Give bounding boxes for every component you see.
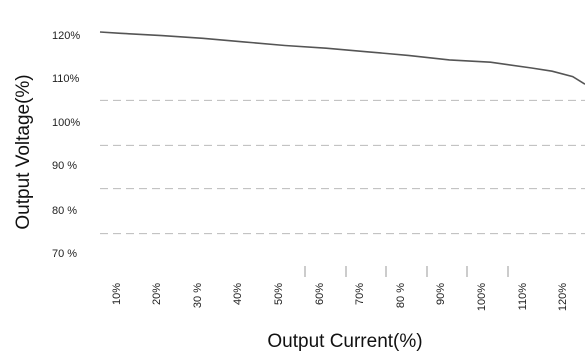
y-axis-title: Output Voltage(%)	[13, 74, 34, 229]
x-tick-label: 110%	[517, 283, 529, 311]
x-tick-label: 50%	[273, 283, 285, 305]
x-tick-label: 10%	[111, 283, 123, 305]
x-tick-label: 80 %	[395, 283, 407, 308]
x-axis-title: Output Current(%)	[267, 331, 422, 352]
y-tick-label: 80 %	[52, 205, 77, 217]
x-tick-marks	[304, 266, 509, 277]
y-tick-labels: 120% 110% 100% 90 % 80 % 70 %	[52, 30, 80, 260]
x-tick-label: 70%	[354, 283, 366, 305]
x-tick-label: 20%	[151, 283, 163, 305]
y-tick-label: 90 %	[52, 160, 77, 172]
series-line	[99, 31, 585, 85]
x-tick-labels: 10% 20% 30 % 40% 50% 60% 70% 80 % 90% 100% 110% 120…	[111, 283, 569, 311]
y-tick-label: 120%	[52, 30, 80, 42]
grid-lines	[100, 99, 585, 235]
x-tick-label: 40%	[232, 283, 244, 305]
x-tick-label: 100%	[476, 283, 488, 311]
x-tick-label: 120%	[557, 283, 569, 311]
x-tick-label: 60%	[314, 283, 326, 305]
y-tick-label: 100%	[52, 117, 80, 129]
y-tick-label: 70 %	[52, 248, 77, 260]
x-tick-label: 90%	[435, 283, 447, 305]
x-tick-label: 30 %	[192, 283, 204, 308]
y-tick-label: 110%	[52, 73, 80, 85]
